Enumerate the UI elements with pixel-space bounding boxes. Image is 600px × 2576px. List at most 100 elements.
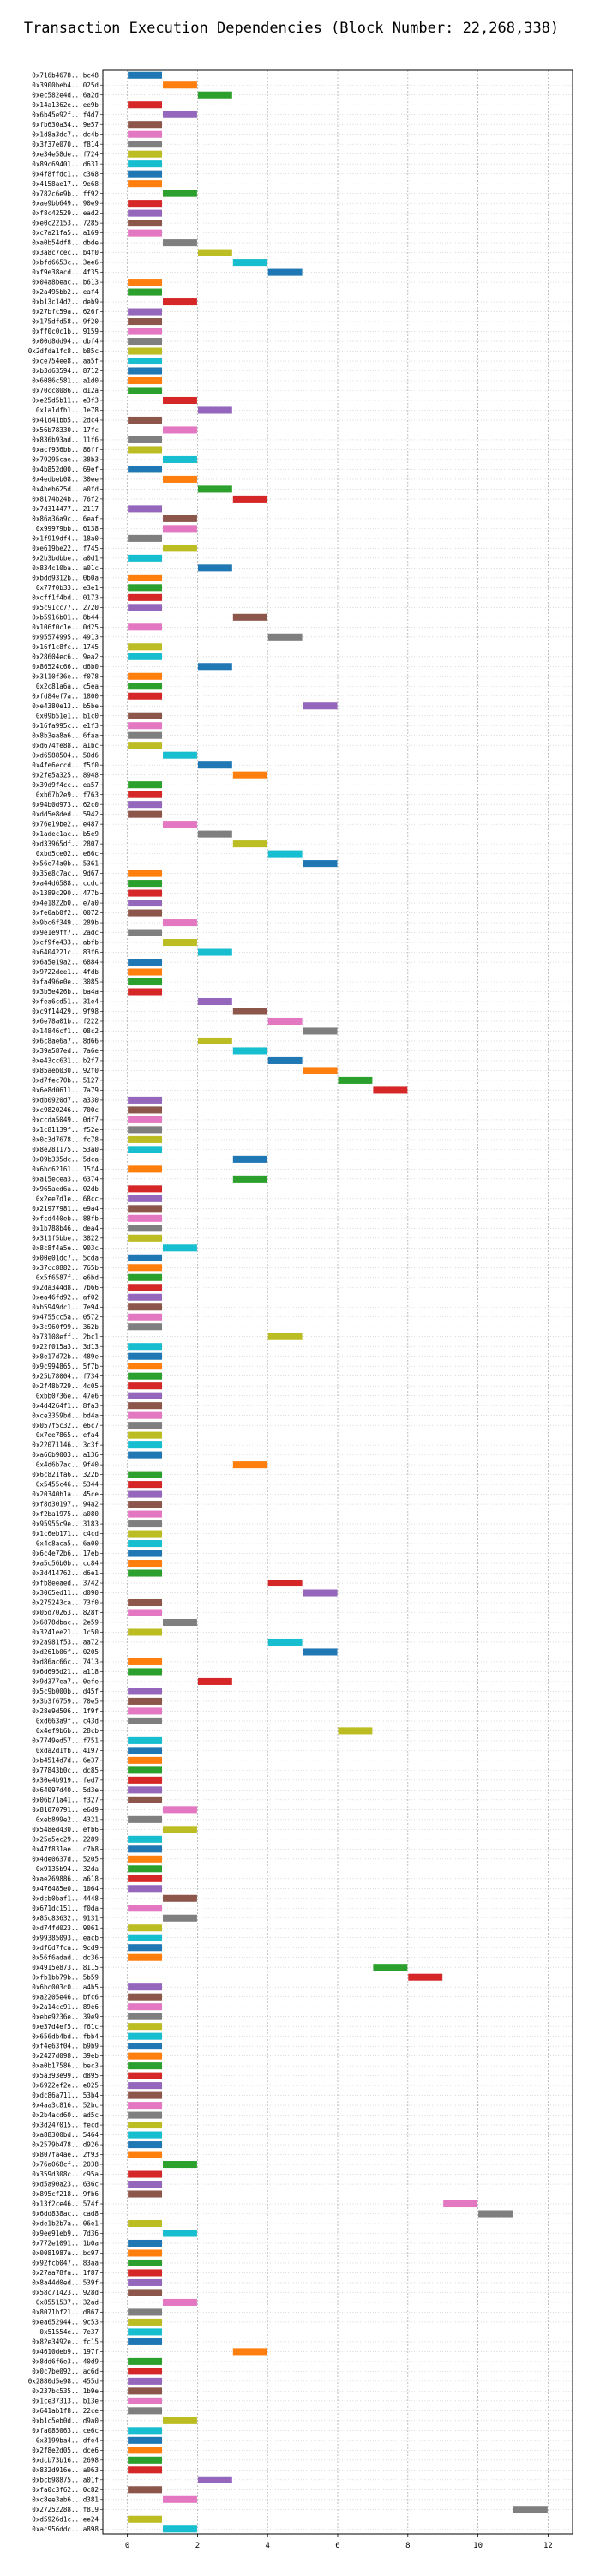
transaction-bar <box>128 1402 163 1410</box>
transaction-label: 0x836b93ad...11f6 <box>32 436 99 444</box>
transaction-label: 0x9d377ea7...0efe <box>32 1678 99 1686</box>
transaction-bar <box>128 1481 163 1489</box>
transaction-label: 0xf9e38acd...4f35 <box>32 268 99 276</box>
transaction-bar <box>128 742 163 749</box>
transaction-bar <box>128 1195 163 1202</box>
transaction-bar <box>128 1165 163 1173</box>
transaction-bar <box>232 1155 267 1163</box>
transaction-bar <box>128 2003 163 2011</box>
transaction-label: 0x2f48b729...4c05 <box>32 1382 99 1390</box>
transaction-bar <box>163 475 197 483</box>
transaction-bar <box>128 801 163 809</box>
transaction-bar <box>128 1766 163 1774</box>
transaction-bar <box>128 1530 163 1538</box>
transaction-bar <box>513 2506 548 2513</box>
transaction-label: 0x3900beb4...025d <box>32 81 99 89</box>
transaction-bar <box>232 259 267 267</box>
transaction-bar <box>267 1017 303 1026</box>
transaction-label: 0x94b0d973...62c0 <box>32 801 99 809</box>
transaction-bar <box>128 1116 163 1123</box>
transaction-bar <box>128 1106 163 1114</box>
transaction-bar <box>408 1973 443 1981</box>
transaction-label: 0xd674fe88...a1bc <box>32 742 99 749</box>
transaction-label: 0x2dfda1fc8...b85c <box>28 347 99 355</box>
transaction-label: 0x671dc151...f0da <box>32 1905 99 1912</box>
transaction-label: 0x641ab1f8...22ce <box>32 2407 99 2415</box>
transaction-label: 0x4d6b7ac...9f40 <box>36 1461 99 1469</box>
transaction-label: 0x5c91cc77...2720 <box>32 604 99 611</box>
transaction-bar <box>128 1431 163 1439</box>
transaction-label: 0x13f2ce46...574f <box>32 2200 99 2208</box>
transaction-bar <box>128 2141 163 2149</box>
transaction-bar <box>128 1944 163 1952</box>
transaction-label: 0x5a393e99...d895 <box>32 2072 99 2079</box>
transaction-bar <box>232 1461 267 1469</box>
transaction-bar <box>128 2357 163 2365</box>
transaction-label: 0xa5c56b0b...cc84 <box>32 1560 99 1568</box>
transaction-bar <box>197 1677 232 1685</box>
transaction-bar <box>128 2308 163 2316</box>
transaction-bar <box>128 1490 163 1498</box>
transaction-bar <box>128 2190 163 2198</box>
transaction-bar <box>128 2062 163 2070</box>
transaction-label: 0x3a8c7cec...b4f0 <box>32 249 99 256</box>
transaction-bar <box>128 328 163 335</box>
transaction-label: 0xf8d30197...94a2 <box>32 1501 99 1508</box>
transaction-label: 0xacf936bb...86ff <box>32 446 99 454</box>
transaction-label: 0xb13c14d2...deb9 <box>32 298 99 306</box>
transaction-label: 0x9c994865...5f7b <box>32 1363 99 1370</box>
transaction-bar <box>128 2131 163 2139</box>
transaction-bar <box>128 1815 163 1823</box>
transaction-bar <box>163 2298 197 2306</box>
transaction-label: 0xfb1bb79b...5b59 <box>32 1973 99 1981</box>
transaction-bar <box>128 1658 163 1665</box>
transaction-label: 0x3b5e426b...ba4a <box>32 988 99 996</box>
transaction-bar <box>128 1313 163 1321</box>
transaction-label: 0xe34e58de...f724 <box>32 150 99 158</box>
transaction-bar <box>128 308 163 316</box>
transaction-label: 0x04a8beac...b613 <box>32 279 99 286</box>
transaction-bar <box>128 2269 163 2277</box>
transaction-label: 0x5f6587f...e6bd <box>36 1273 99 1281</box>
transaction-label: 0xa0b17586...bec3 <box>32 2062 99 2070</box>
transaction-label: 0x4610deb9...197f <box>32 2348 99 2356</box>
transaction-label: 0xfd84ef7a...1800 <box>32 692 99 700</box>
transaction-bar <box>163 298 197 306</box>
transaction-bar <box>197 249 232 256</box>
transaction-bar <box>128 121 163 129</box>
transaction-label: 0x2880d5e98...455d <box>28 2377 99 2385</box>
transaction-bar <box>163 2525 197 2533</box>
transaction-label: 0x77843b0c...dc85 <box>32 1766 99 1774</box>
transaction-label: 0x2427d098...39eb <box>32 2052 99 2060</box>
transaction-label: 0x28e9d506...1f9f <box>32 1707 99 1715</box>
transaction-bar <box>128 209 163 217</box>
transaction-label: 0x6dd838ac...cad8 <box>32 2210 99 2218</box>
transaction-label: 0x057f5c32...e6c7 <box>32 1422 99 1429</box>
transaction-bar <box>128 2151 163 2158</box>
transaction-bar <box>128 1875 163 1882</box>
transaction-bar <box>128 1697 163 1705</box>
transaction-bar <box>128 505 163 513</box>
transaction-bar <box>128 1392 163 1399</box>
transaction-label: 0xf2ba1975...a080 <box>32 1510 99 1518</box>
transaction-bar <box>128 2387 163 2395</box>
transaction-bar <box>128 1668 163 1676</box>
transaction-bar <box>267 1638 303 1646</box>
transaction-label: 0x64097d40...5d3e <box>32 1786 99 1794</box>
transaction-label: 0x16fa995c...e1f3 <box>32 722 99 730</box>
transaction-label: 0xc9820246...700c <box>32 1106 99 1114</box>
transaction-bar <box>338 1727 373 1735</box>
transaction-label: 0xe37d4ef5...f61c <box>32 2023 99 2031</box>
transaction-bar <box>128 347 163 355</box>
transaction-bar <box>128 2259 163 2266</box>
transaction-bar <box>128 880 163 888</box>
transaction-label: 0x834c10ba...a01c <box>32 564 99 572</box>
transaction-bar <box>128 1185 163 1193</box>
transaction-label: 0x4b852d00...69ef <box>32 466 99 473</box>
transaction-label: 0x22071146...3c3f <box>32 1441 99 1449</box>
transaction-label: 0x6878dbac...2e59 <box>32 1619 99 1627</box>
transaction-label: 0x3241ee21...1c50 <box>32 1628 99 1636</box>
transaction-label: 0xce3359bd...bd4a <box>32 1411 99 1419</box>
transaction-label: 0x772e1091...1b0a <box>32 2240 99 2248</box>
